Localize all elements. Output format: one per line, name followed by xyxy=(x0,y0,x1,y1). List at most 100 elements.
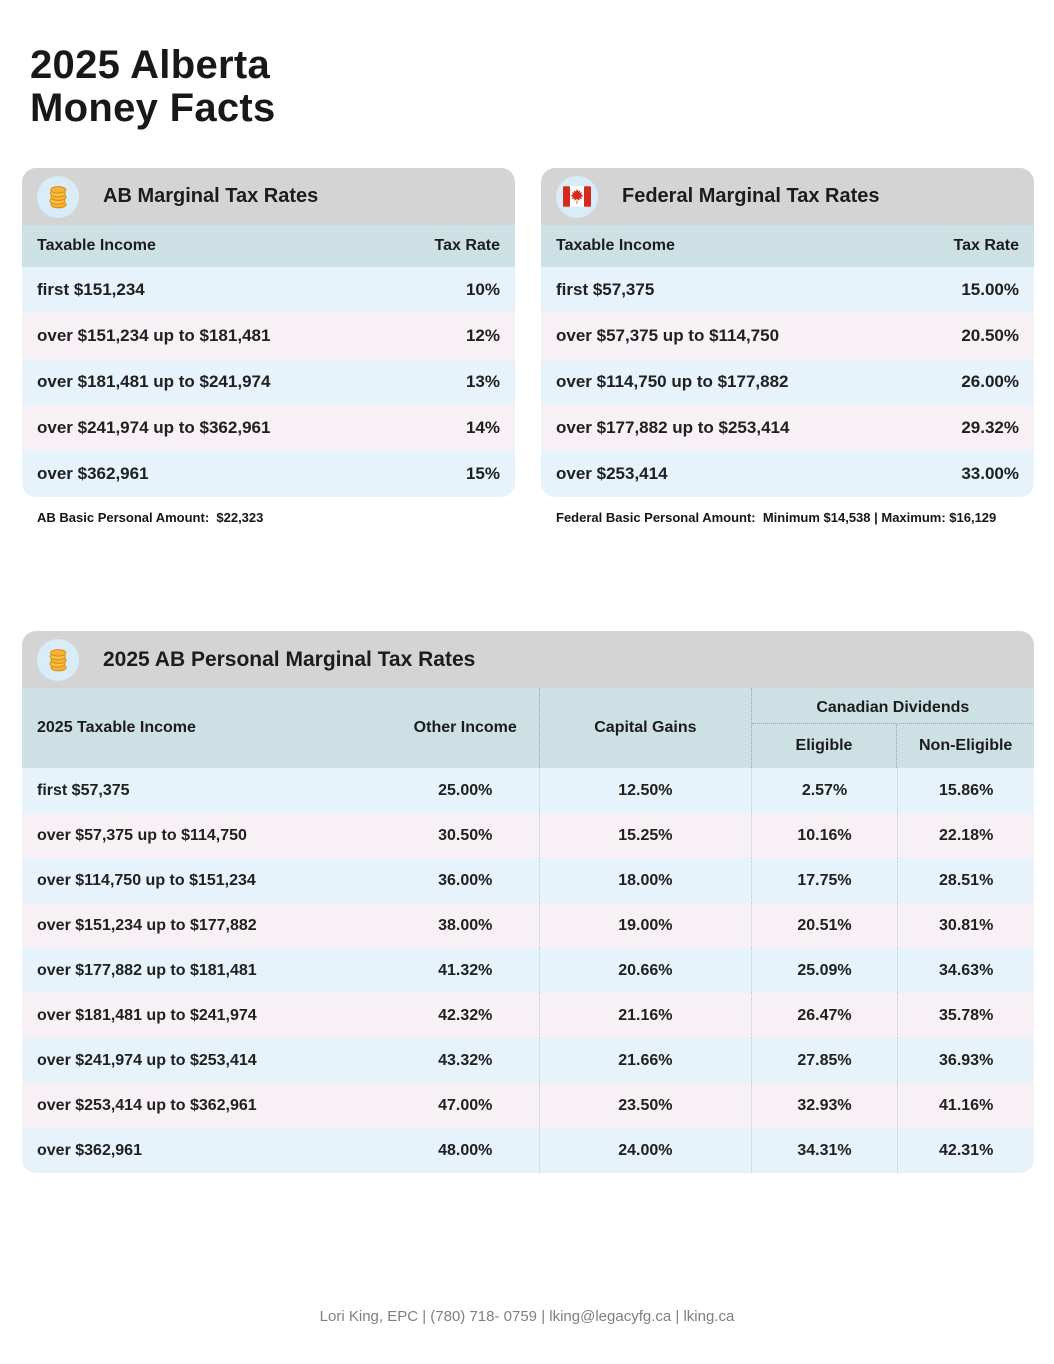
table-row: over $181,481 up to $241,974 13% xyxy=(22,359,515,406)
income-bracket: first $57,375 xyxy=(37,781,130,799)
ab-tax-card: AB Marginal Tax Rates Taxable Income Tax… xyxy=(22,168,515,498)
table-row: over $181,481 up to $241,974 42.32% 21.1… xyxy=(22,993,1034,1039)
federal-card-column: Federal Marginal Tax Rates Taxable Incom… xyxy=(541,168,1034,525)
col-capital-gains: Capital Gains xyxy=(539,688,752,769)
non-eligible-dividend-rate: 28.51% xyxy=(897,858,1034,904)
capital-gains-rate: 21.66% xyxy=(539,1038,752,1084)
non-eligible-dividend-rate: 15.86% xyxy=(897,768,1034,814)
eligible-dividend-rate: 20.51% xyxy=(797,916,852,934)
income-bracket: first $57,375 xyxy=(556,280,655,300)
income-bracket: over $151,234 up to $181,481 xyxy=(37,326,271,346)
federal-col-taxable-income: Taxable Income xyxy=(556,237,675,255)
ab-basic-personal-amount-note: AB Basic Personal Amount: $22,323 xyxy=(37,510,264,526)
page-title-line1: 2025 Alberta xyxy=(30,43,271,87)
tax-rate: 26.00% xyxy=(961,372,1019,392)
other-income-rate: 43.32% xyxy=(438,1051,493,1069)
eligible-dividend-rate: 2.57% xyxy=(801,781,848,799)
top-cards-row: AB Marginal Tax Rates Taxable Income Tax… xyxy=(22,168,1034,525)
table-row: first $57,375 25.00% 12.50% 2.57% 15.86% xyxy=(22,768,1034,814)
non-eligible-dividend-rate: 35.78% xyxy=(897,993,1034,1039)
other-income-rate: 47.00% xyxy=(438,1096,493,1114)
table-row: over $253,414 33.00% xyxy=(541,451,1034,498)
other-income-rate: 38.00% xyxy=(438,916,493,934)
coins-icon xyxy=(37,175,79,218)
table-row: over $241,974 up to $253,414 43.32% 21.6… xyxy=(22,1038,1034,1084)
tax-rate: 15.00% xyxy=(961,280,1019,300)
table-row: over $114,750 up to $151,234 36.00% 18.0… xyxy=(22,858,1034,904)
personal-marginal-rates-card: 2025 AB Personal Marginal Tax Rates 2025… xyxy=(22,631,1034,1174)
table-row: over $177,882 up to $181,481 41.32% 20.6… xyxy=(22,948,1034,994)
other-income-rate: 42.32% xyxy=(438,1006,493,1024)
col-other-income: Other Income xyxy=(413,719,517,737)
income-bracket: over $241,974 up to $362,961 xyxy=(37,418,271,438)
page-title-line2: Money Facts xyxy=(30,86,276,131)
table-row: over $253,414 up to $362,961 47.00% 23.5… xyxy=(22,1083,1034,1129)
income-bracket: over $57,375 up to $114,750 xyxy=(556,326,780,346)
eligible-dividend-rate: 34.31% xyxy=(797,1141,852,1159)
income-bracket: over $362,961 xyxy=(37,1141,142,1159)
tax-rate: 20.50% xyxy=(961,326,1019,346)
eligible-dividend-rate: 27.85% xyxy=(797,1051,852,1069)
income-bracket: over $177,882 up to $253,414 xyxy=(556,418,790,438)
other-income-rate: 30.50% xyxy=(438,826,493,844)
income-bracket: over $151,234 up to $177,882 xyxy=(37,916,257,934)
income-bracket: over $181,481 up to $241,974 xyxy=(37,1006,257,1024)
capital-gains-rate: 12.50% xyxy=(539,768,752,814)
col-canadian-dividends: Canadian Dividends xyxy=(751,688,1034,725)
income-bracket: over $253,414 xyxy=(556,464,668,484)
income-bracket: over $181,481 up to $241,974 xyxy=(37,372,271,392)
income-bracket: over $114,750 up to $177,882 xyxy=(556,372,789,392)
income-bracket: over $253,414 up to $362,961 xyxy=(37,1096,257,1114)
personal-card-title: 2025 AB Personal Marginal Tax Rates xyxy=(103,647,476,671)
tax-rate: 33.00% xyxy=(961,464,1019,484)
tax-rate: 14% xyxy=(465,418,500,438)
tax-rate: 15% xyxy=(465,464,500,484)
ab-col-taxable-income: Taxable Income xyxy=(37,237,156,255)
capital-gains-rate: 24.00% xyxy=(539,1128,752,1174)
table-row: first $57,375 15.00% xyxy=(541,267,1034,314)
table-row: over $177,882 up to $253,414 29.32% xyxy=(541,405,1034,452)
tax-rate: 10% xyxy=(465,280,500,300)
table-row: first $151,234 10% xyxy=(22,267,515,314)
non-eligible-dividend-rate: 30.81% xyxy=(897,903,1034,949)
eligible-dividend-rate: 32.93% xyxy=(797,1096,852,1114)
income-bracket: first $151,234 xyxy=(37,280,145,300)
eligible-dividend-rate: 25.09% xyxy=(797,961,852,979)
col-non-eligible: Non-Eligible xyxy=(919,737,1013,755)
eligible-dividend-rate: 26.47% xyxy=(797,1006,852,1024)
federal-column-headers: Taxable Income Tax Rate xyxy=(541,225,1034,268)
non-eligible-dividend-rate: 42.31% xyxy=(897,1128,1034,1174)
tax-rate: 13% xyxy=(465,372,500,392)
personal-card-header: 2025 AB Personal Marginal Tax Rates xyxy=(22,631,1034,689)
other-income-rate: 25.00% xyxy=(438,781,493,799)
non-eligible-dividend-rate: 34.63% xyxy=(897,948,1034,994)
capital-gains-rate: 23.50% xyxy=(539,1083,752,1129)
eligible-dividend-rate: 17.75% xyxy=(797,871,852,889)
ab-card-column: AB Marginal Tax Rates Taxable Income Tax… xyxy=(22,168,515,525)
col-2025-taxable-income: 2025 Taxable Income xyxy=(37,719,196,737)
capital-gains-rate: 21.16% xyxy=(539,993,752,1039)
coins-icon xyxy=(37,638,79,681)
other-income-rate: 36.00% xyxy=(438,871,493,889)
table-row: over $57,375 up to $114,750 30.50% 15.25… xyxy=(22,813,1034,859)
federal-col-tax-rate: Tax Rate xyxy=(953,237,1019,255)
canada-flag-icon xyxy=(556,175,598,218)
table-row: over $114,750 up to $177,882 26.00% xyxy=(541,359,1034,406)
table-row: over $151,234 up to $181,481 12% xyxy=(22,313,515,360)
non-eligible-dividend-rate: 22.18% xyxy=(897,813,1034,859)
ab-column-headers: Taxable Income Tax Rate xyxy=(22,225,515,268)
income-bracket: over $57,375 up to $114,750 xyxy=(37,826,247,844)
table-row: over $362,961 48.00% 24.00% 34.31% 42.31… xyxy=(22,1128,1034,1174)
table-row: over $241,974 up to $362,961 14% xyxy=(22,405,515,452)
income-bracket: over $362,961 xyxy=(37,464,149,484)
table-row: over $362,961 15% xyxy=(22,451,515,498)
federal-basic-personal-amount-note: Federal Basic Personal Amount: Minimum $… xyxy=(556,510,997,526)
federal-card-title: Federal Marginal Tax Rates xyxy=(622,185,880,208)
ab-card-header: AB Marginal Tax Rates xyxy=(22,168,515,226)
other-income-rate: 48.00% xyxy=(438,1141,493,1159)
personal-table-column-headers: 2025 Taxable Income Other Income Capital… xyxy=(22,688,1034,769)
eligible-dividend-rate: 10.16% xyxy=(797,826,852,844)
non-eligible-dividend-rate: 36.93% xyxy=(897,1038,1034,1084)
page-title: 2025 Alberta Money Facts xyxy=(30,43,1054,131)
